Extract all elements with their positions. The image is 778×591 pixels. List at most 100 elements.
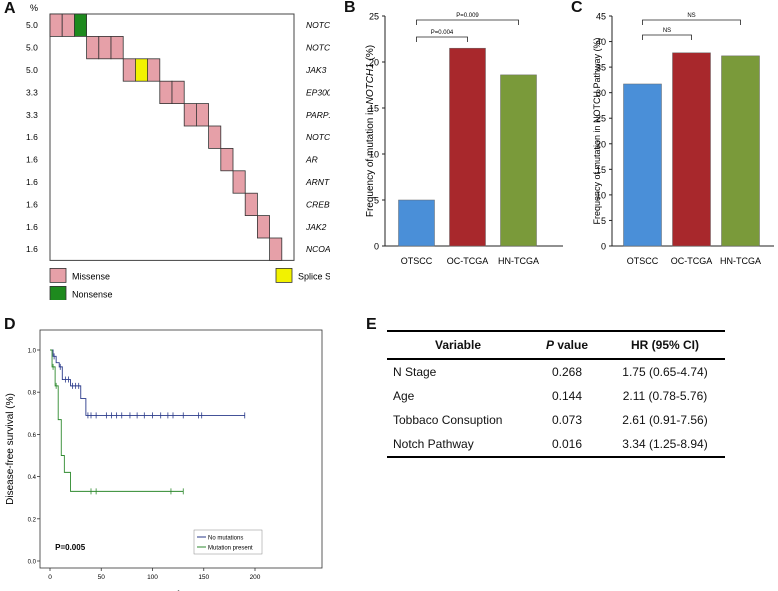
cell-hr: 2.11 (0.78-5.76) xyxy=(622,389,708,403)
y-tick-label: 15 xyxy=(596,165,606,175)
x-tick-label: 200 xyxy=(250,574,261,581)
gene-label: ARNT xyxy=(305,177,330,187)
y-tick-label: 10 xyxy=(596,190,606,200)
y-axis-label-gene: NOTCH1 xyxy=(365,63,376,104)
cell-hr: 1.75 (0.65-4.74) xyxy=(622,365,708,379)
y-tick-label: 1.0 xyxy=(28,349,37,355)
table-header-row: Variable P value HR (95% CI) xyxy=(387,330,725,360)
y-tick-label: 0 xyxy=(374,242,379,252)
y-axis-label: Frequency of mutation in NOTCH1 (%) xyxy=(365,45,376,217)
mutation-cell xyxy=(61,13,75,37)
panel-label-b: B xyxy=(344,0,356,16)
cell-hr: 2.61 (0.91-7.56) xyxy=(622,413,708,427)
panel-label-c: C xyxy=(571,0,583,16)
cell-p: 0.144 xyxy=(551,389,583,403)
gene-percent: 1.6 xyxy=(26,177,38,187)
mutation-cell xyxy=(220,147,234,172)
y-tick-label: 45 xyxy=(596,12,606,22)
mutation-cell xyxy=(134,58,148,82)
y-tick-label: 0.2 xyxy=(28,517,37,523)
cell-p: 0.073 xyxy=(551,413,583,427)
header-variable: Variable xyxy=(387,330,529,360)
oncoprint-chart: % 5.0 NOTCH1 5.0 NOTCH3 5.0 JAK3 3.3 EP300 3.3 PAR… xyxy=(26,3,330,300)
cell-p: 0.016 xyxy=(529,432,605,458)
bar-hn-tcga xyxy=(721,55,760,247)
y-tick-label: 30 xyxy=(596,88,606,98)
notch-pathway-frequency-bar-chart: 0 5 10 15 20 25 30 35 40 45 OTSCC OC-TCGA HN-TCGA Fre… xyxy=(592,12,774,266)
gene-percent: 5.0 xyxy=(26,20,38,30)
panel-label-e: E xyxy=(366,316,377,333)
table-row: Notch Pathway 0.016 3.34 (1.25-8.94) xyxy=(387,432,725,458)
significance-bracket xyxy=(642,34,692,40)
percent-header: % xyxy=(30,3,38,13)
significance-label: NS xyxy=(663,28,671,34)
gene-label: JAK2 xyxy=(305,222,327,232)
gene-percent: 1.6 xyxy=(26,222,38,232)
mutation-cell xyxy=(244,192,258,216)
gene-label: AR xyxy=(305,155,318,165)
mutation-cell xyxy=(98,36,112,60)
gene-label: NOTCH3 xyxy=(306,43,330,53)
bar-hn-tcga xyxy=(500,74,537,247)
table-row: Tobbaco Consuption 0.073 2.61 (0.91-7.56… xyxy=(387,408,725,432)
notch1-frequency-bar-chart: 0 5 10 15 20 25 OTSCC OC-TCGA HN-TCGA Frequency o… xyxy=(365,12,563,266)
y-tick-label: 25 xyxy=(369,12,379,22)
cell-variable: Age xyxy=(393,389,415,403)
mutation-cell xyxy=(195,103,209,127)
mutation-cell xyxy=(122,58,136,82)
y-tick-label: 20 xyxy=(596,139,606,149)
survival-line-0 xyxy=(50,349,245,416)
legend-label-nonsense: Nonsense xyxy=(72,289,113,299)
legend-label-missense: Missense xyxy=(72,271,110,281)
legend-swatch-nonsense xyxy=(49,285,67,300)
x-tick-label: 150 xyxy=(198,574,209,581)
x-tick-label: OC-TCGA xyxy=(671,256,713,266)
significance-label: NS xyxy=(687,13,695,19)
legend-swatch-splice xyxy=(275,267,293,283)
x-tick-label: 50 xyxy=(98,574,106,581)
mutation-cell xyxy=(171,80,185,104)
significance-bracket xyxy=(642,19,741,25)
legend-label-splice: Splice Site xyxy=(298,271,330,281)
panel-label-a: A xyxy=(4,0,16,17)
significance-bracket xyxy=(416,36,468,42)
mutation-cell xyxy=(183,103,197,127)
x-tick-label: 0 xyxy=(48,574,52,581)
x-tick-label: HN-TCGA xyxy=(720,256,761,266)
cell-p: 0.268 xyxy=(551,365,583,379)
mutation-cell xyxy=(74,13,88,37)
bar-otscc xyxy=(623,83,662,247)
mutation-cell xyxy=(110,36,124,60)
x-tick-label: OC-TCGA xyxy=(447,256,489,266)
gene-percent: 5.0 xyxy=(26,65,38,75)
mutation-cell xyxy=(269,237,283,261)
gene-label: NOTCH1 xyxy=(306,20,330,30)
header-p-italic: P xyxy=(545,338,554,352)
header-p-rest: value xyxy=(553,338,589,352)
header-hr: HR (95% CI) xyxy=(605,330,725,360)
y-tick-label: 40 xyxy=(596,37,606,47)
y-tick-label: 5 xyxy=(601,216,606,226)
y-tick-label: 0.0 xyxy=(28,560,37,566)
y-tick-label: 0.4 xyxy=(28,475,37,481)
legend-swatch-missense xyxy=(49,267,67,283)
y-tick-label: 5 xyxy=(374,196,379,206)
p-value-label: P=0.005 xyxy=(55,543,86,552)
cell-hr: 3.34 (1.25-8.94) xyxy=(605,432,725,458)
bar-oc-tcga xyxy=(672,52,711,247)
y-tick-label: 20 xyxy=(369,58,379,68)
significance-label: P=0.004 xyxy=(431,30,454,36)
mutation-cell xyxy=(208,125,222,149)
gene-percent: 3.3 xyxy=(26,110,38,120)
gene-percent: 1.6 xyxy=(26,199,38,209)
gene-percent: 1.6 xyxy=(26,155,38,165)
plot-frame xyxy=(39,329,323,569)
gene-percent: 3.3 xyxy=(26,87,38,97)
legend-label-0: No mutations xyxy=(208,536,243,542)
gene-label: NCOA1 xyxy=(306,244,330,254)
x-tick-label: HN-TCGA xyxy=(498,256,539,266)
cell-variable: N Stage xyxy=(393,365,437,379)
mutation-cell xyxy=(147,58,161,82)
cell-variable: Notch Pathway xyxy=(387,432,529,458)
y-tick-label: 10 xyxy=(369,150,379,160)
